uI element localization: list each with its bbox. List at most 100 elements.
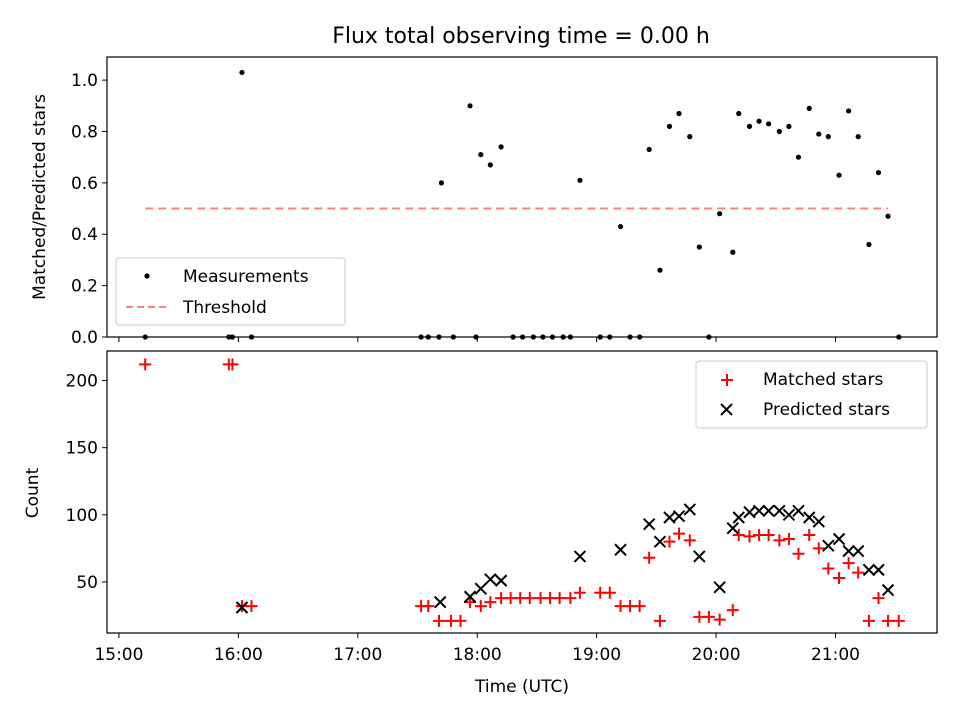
- predicted-star-point: [803, 511, 816, 524]
- matched-star-point: [872, 592, 885, 605]
- matched-star-point: [726, 604, 739, 617]
- bottom-legend-box: [695, 360, 928, 429]
- matched-star-point: [862, 614, 875, 627]
- predicted-star-point: [494, 574, 508, 587]
- measurement-point: [577, 177, 583, 183]
- matched-star-point: [683, 534, 696, 547]
- matched-star-point: [573, 586, 586, 599]
- predicted-star-point: [484, 573, 497, 586]
- predicted-star-point: [463, 590, 477, 603]
- measurement-point: [657, 267, 663, 273]
- matched-star-point: [603, 586, 616, 599]
- measurement-point: [498, 144, 504, 150]
- predicted-star-point: [851, 544, 865, 558]
- predicted-star-point: [573, 550, 587, 563]
- matched-star-point: [892, 614, 905, 627]
- predicted-star-point: [653, 535, 667, 548]
- measurement-point: [855, 134, 861, 140]
- matched-star-point: [139, 358, 152, 371]
- matched-star-point: [643, 551, 656, 564]
- matched-star-point: [702, 610, 715, 623]
- bottom-y-tick-label: 150: [66, 439, 98, 459]
- legend-matched-marker: [721, 374, 733, 386]
- predicted-star-point: [792, 504, 805, 518]
- top-y-ticks: 0.0 0.2 0.4 0.6 0.8 1.0: [71, 71, 107, 348]
- measurement-point: [736, 110, 742, 117]
- measurement-point: [795, 154, 802, 160]
- top-y-tick-label: 0.8: [71, 122, 98, 142]
- legend-predicted-label: Predicted stars: [763, 400, 890, 420]
- top-x-ticks: [118, 337, 836, 342]
- measurement-point: [786, 123, 792, 129]
- matched-star-point: [792, 547, 805, 560]
- predicted-star-point: [752, 504, 766, 518]
- predicted-star-point: [693, 550, 706, 563]
- top-legend-box: [115, 257, 346, 326]
- measurement-point: [478, 152, 484, 158]
- bottom-y-tick-label: 200: [66, 372, 98, 392]
- bottom-legend: Matched stars Predicted stars: [695, 360, 928, 429]
- top-axes-frame: [106, 56, 938, 338]
- measurement-point: [875, 169, 882, 176]
- measurement-point: [836, 172, 842, 178]
- measurement-point: [696, 244, 702, 250]
- measurement-point: [687, 134, 693, 140]
- measurement-point: [806, 105, 812, 111]
- measurement-point: [617, 223, 624, 230]
- measurement-point: [746, 123, 753, 129]
- matched-star-point: [564, 592, 577, 605]
- matched-star-point: [673, 527, 686, 540]
- legend-measurements-label: Measurements: [183, 267, 309, 287]
- matched-star-point: [732, 528, 745, 541]
- measurement-point: [885, 213, 891, 219]
- measurement-point: [666, 123, 673, 129]
- chart-title: Flux total observing time = 0.00 h: [332, 24, 710, 49]
- predicted-star-point: [713, 581, 726, 594]
- predicted-star-point: [862, 563, 876, 577]
- matched-star-point: [803, 528, 816, 541]
- x-axis-label: Time (UTC): [474, 677, 569, 697]
- matched-star-point: [653, 614, 666, 627]
- bottom-plot-area: [139, 358, 905, 627]
- predicted-star-point: [782, 508, 796, 522]
- x-tick-label: 16:00: [214, 645, 263, 665]
- matched-star-point: [782, 533, 795, 545]
- matched-star-point: [713, 613, 726, 626]
- matched-star-point: [822, 562, 835, 575]
- predicted-star-point: [773, 504, 786, 518]
- matched-star-point: [226, 358, 239, 371]
- predicted-star-point: [726, 522, 739, 535]
- matched-star-point: [882, 614, 895, 627]
- matched-star-point: [842, 557, 855, 570]
- matched-star-point: [812, 542, 825, 555]
- matched-star-point: [245, 600, 258, 613]
- predicted-star-point: [822, 539, 835, 552]
- bottom-x-ticks: 15:00 16:00 17:00 18:00 19:00 20:00 21:00: [94, 633, 860, 665]
- measurement-point: [646, 146, 652, 153]
- measurement-point: [825, 134, 831, 140]
- predicted-star-point: [235, 601, 249, 614]
- legend-predicted-marker: [720, 403, 733, 416]
- bottom-panel: 50 100 150 200 15:00 16:00 17:00 18:00 19:00 20:…: [23, 350, 938, 697]
- matched-star-point: [743, 530, 756, 543]
- predicted-star-point: [732, 511, 745, 524]
- top-y-tick-label: 0.2: [71, 277, 98, 297]
- top-legend: Measurements Threshold: [115, 257, 346, 326]
- predicted-star-point: [872, 563, 885, 577]
- measurement-point: [717, 211, 723, 217]
- matched-star-point: [663, 535, 676, 548]
- measurement-point: [776, 128, 782, 135]
- x-tick-label: 18:00: [453, 645, 502, 665]
- measurement-point: [846, 108, 852, 114]
- x-tick-label: 15:00: [94, 645, 143, 665]
- measurement-point: [730, 249, 736, 255]
- top-panel: 0.0 0.2 0.4 0.6 0.8 1.0 Matched/Predicted sta…: [30, 56, 938, 348]
- top-y-tick-label: 0.0: [71, 328, 98, 348]
- measurement-point: [438, 180, 444, 186]
- matched-star-point: [484, 596, 497, 609]
- measurement-point: [866, 241, 872, 248]
- legend-measurements-marker: [144, 273, 150, 279]
- legend-matched-label: Matched stars: [763, 370, 883, 390]
- legend-threshold-label: Threshold: [182, 298, 267, 318]
- bottom-y-axis-label: Count: [23, 467, 43, 518]
